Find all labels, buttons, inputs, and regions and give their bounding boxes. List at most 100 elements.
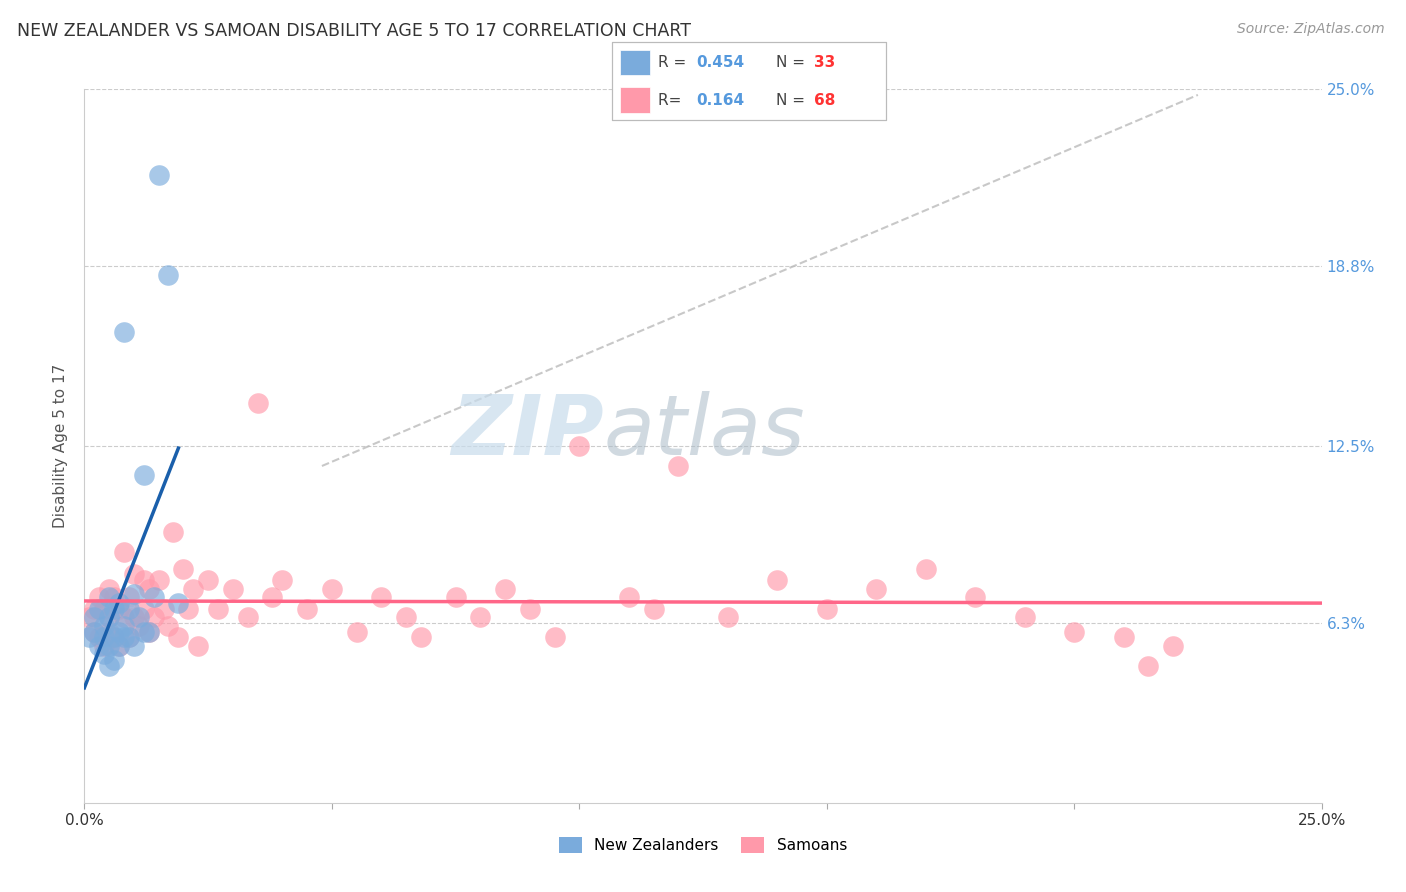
Point [965,591,987,605]
Point [321,582,343,596]
Point [132,624,155,639]
Point [83,624,105,639]
Point [112,544,135,558]
FancyBboxPatch shape [620,50,650,75]
Point [98,658,121,673]
Point [717,610,740,624]
Point [177,601,200,615]
Point [815,601,838,615]
Point [346,624,368,639]
Point [142,610,165,624]
Text: NEW ZEALANDER VS SAMOAN DISABILITY AGE 5 TO 17 CORRELATION CHART: NEW ZEALANDER VS SAMOAN DISABILITY AGE 5… [17,22,690,40]
Point [197,573,219,587]
Point [93,601,115,615]
Point [128,619,150,633]
Point [79,610,101,624]
Point [236,610,259,624]
Point [568,439,591,453]
Point [83,601,105,615]
Point [93,639,115,653]
Text: 68: 68 [814,93,837,108]
Point [132,601,155,615]
Point [1063,624,1085,639]
Point [409,630,432,644]
Y-axis label: Disability Age 5 to 17: Disability Age 5 to 17 [53,364,69,528]
Point [1161,639,1184,653]
Point [172,562,194,576]
Point [89,630,111,644]
Point [98,582,121,596]
Point [112,325,135,339]
Point [93,648,115,662]
Text: 0.164: 0.164 [696,93,745,108]
Point [167,596,190,610]
Legend: New Zealanders, Samoans: New Zealanders, Samoans [553,831,853,859]
Point [128,610,150,624]
Point [98,624,121,639]
Point [617,591,640,605]
Point [89,591,111,605]
Text: atlas: atlas [605,392,806,472]
Point [246,396,269,410]
Point [112,630,135,644]
Point [89,601,111,615]
Point [138,582,160,596]
Point [157,268,180,282]
Point [1014,610,1036,624]
Point [187,639,209,653]
Point [98,591,121,605]
Point [83,610,105,624]
Point [395,610,418,624]
Point [118,630,141,644]
Point [108,601,131,615]
FancyBboxPatch shape [620,87,650,112]
Text: N =: N = [776,93,810,108]
Text: 0.454: 0.454 [696,54,745,70]
Point [152,601,174,615]
Point [118,601,141,615]
Point [89,639,111,653]
Point [108,624,131,639]
Point [122,587,145,601]
Point [167,630,190,644]
Point [108,639,131,653]
Point [98,610,121,624]
Point [103,630,125,644]
Point [543,630,565,644]
Point [157,619,180,633]
Point [118,630,141,644]
Point [138,624,160,639]
Point [122,639,145,653]
Point [914,562,936,576]
Text: R =: R = [658,54,692,70]
Point [108,596,131,610]
Text: N =: N = [776,54,810,70]
Point [162,524,184,539]
Point [122,610,145,624]
Point [103,653,125,667]
Point [79,630,101,644]
Point [112,610,135,624]
Point [103,591,125,605]
Point [93,630,115,644]
Point [1112,630,1135,644]
Point [93,619,115,633]
Point [222,582,245,596]
Point [470,610,492,624]
Point [108,639,131,653]
Text: R=: R= [658,93,692,108]
Point [132,573,155,587]
Text: Source: ZipAtlas.com: Source: ZipAtlas.com [1237,22,1385,37]
Point [103,601,125,615]
Point [207,601,229,615]
Text: 33: 33 [814,54,835,70]
Point [148,168,170,182]
Point [103,630,125,644]
Point [122,567,145,582]
Point [370,591,392,605]
Point [98,639,121,653]
Point [1137,658,1160,673]
Text: ZIP: ZIP [451,392,605,472]
Point [112,619,135,633]
Point [766,573,789,587]
